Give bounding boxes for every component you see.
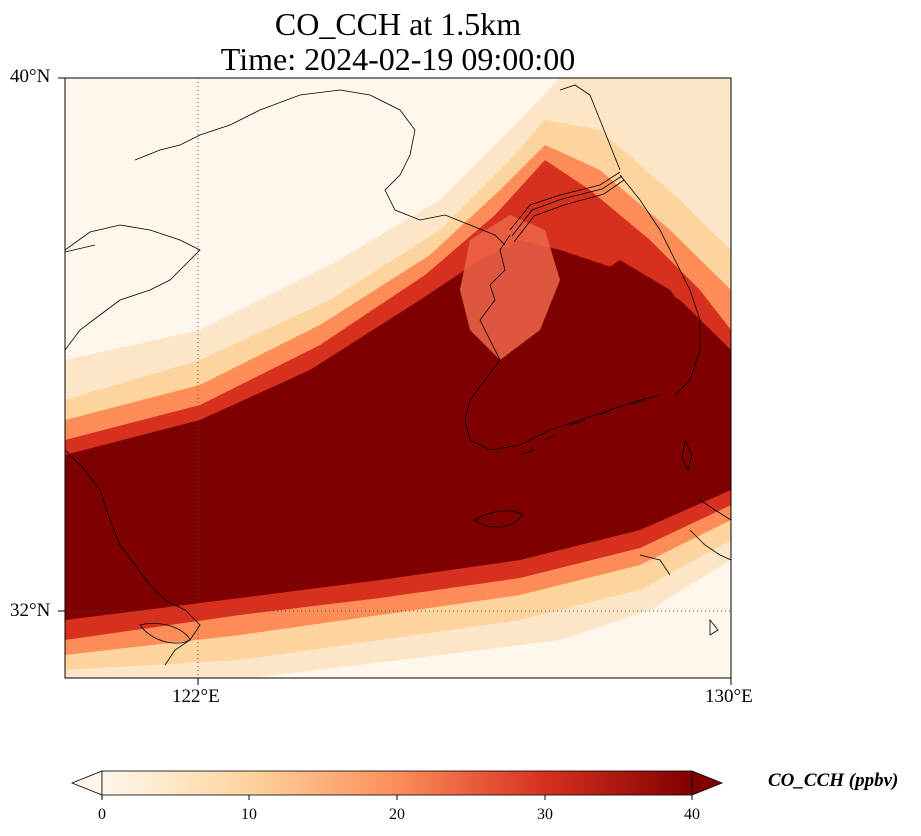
coast-yangtze-island: [139, 623, 191, 644]
lat-tick-label-40: 40°N: [10, 66, 51, 87]
plume-inner-core-east: [555, 260, 700, 430]
coast-korea-north-border: [509, 171, 621, 231]
colorbar-gradient: [101, 770, 693, 796]
coast-jeju: [474, 510, 523, 528]
coast-korea-west: [464, 234, 511, 451]
coast-korea-south: [489, 394, 661, 451]
colorbar-label: CO_CCH (ppbv): [768, 770, 899, 791]
map-field: [65, 78, 731, 678]
coastlines: [65, 84, 731, 666]
coast-bohai: [65, 224, 201, 351]
colorbar-tick-label-30: 30: [537, 806, 553, 823]
lon-tick-label-122: 122°E: [172, 686, 220, 707]
colorbar-extend-max: [691, 770, 724, 796]
colorbar-extend-min: [70, 770, 103, 796]
map-title-line-1: CO_CCH at 1.5km: [274, 6, 522, 42]
coast-north-korea-east: [559, 84, 621, 171]
colorbar-tick-label-0: 0: [98, 806, 106, 823]
map-title-line-2: Time: 2024-02-19 09:00:00: [220, 41, 576, 77]
coast-shandong: [65, 244, 96, 253]
lon-tick-label-130: 130°E: [705, 686, 753, 707]
coast-china-north: [134, 89, 506, 246]
colorbar-tick-label-40: 40: [684, 806, 700, 823]
plume-light-patch: [460, 215, 560, 360]
lat-tick-label-32: 32°N: [10, 600, 51, 621]
coast-islands-south-korea: [519, 399, 646, 456]
coast-tsushima: [681, 438, 693, 472]
coast-korea-north-border-2: [511, 175, 623, 237]
colorbar: [70, 770, 724, 800]
colorbar-tick-label-20: 20: [389, 806, 405, 823]
coast-kyushu: [639, 499, 731, 576]
colorbar-tick-label-10: 10: [241, 806, 257, 823]
coast-japan-south: [709, 618, 719, 636]
coast-korea-east: [619, 174, 701, 396]
map-frame: [64, 77, 732, 679]
coast-korea-north-border-3: [513, 179, 625, 243]
